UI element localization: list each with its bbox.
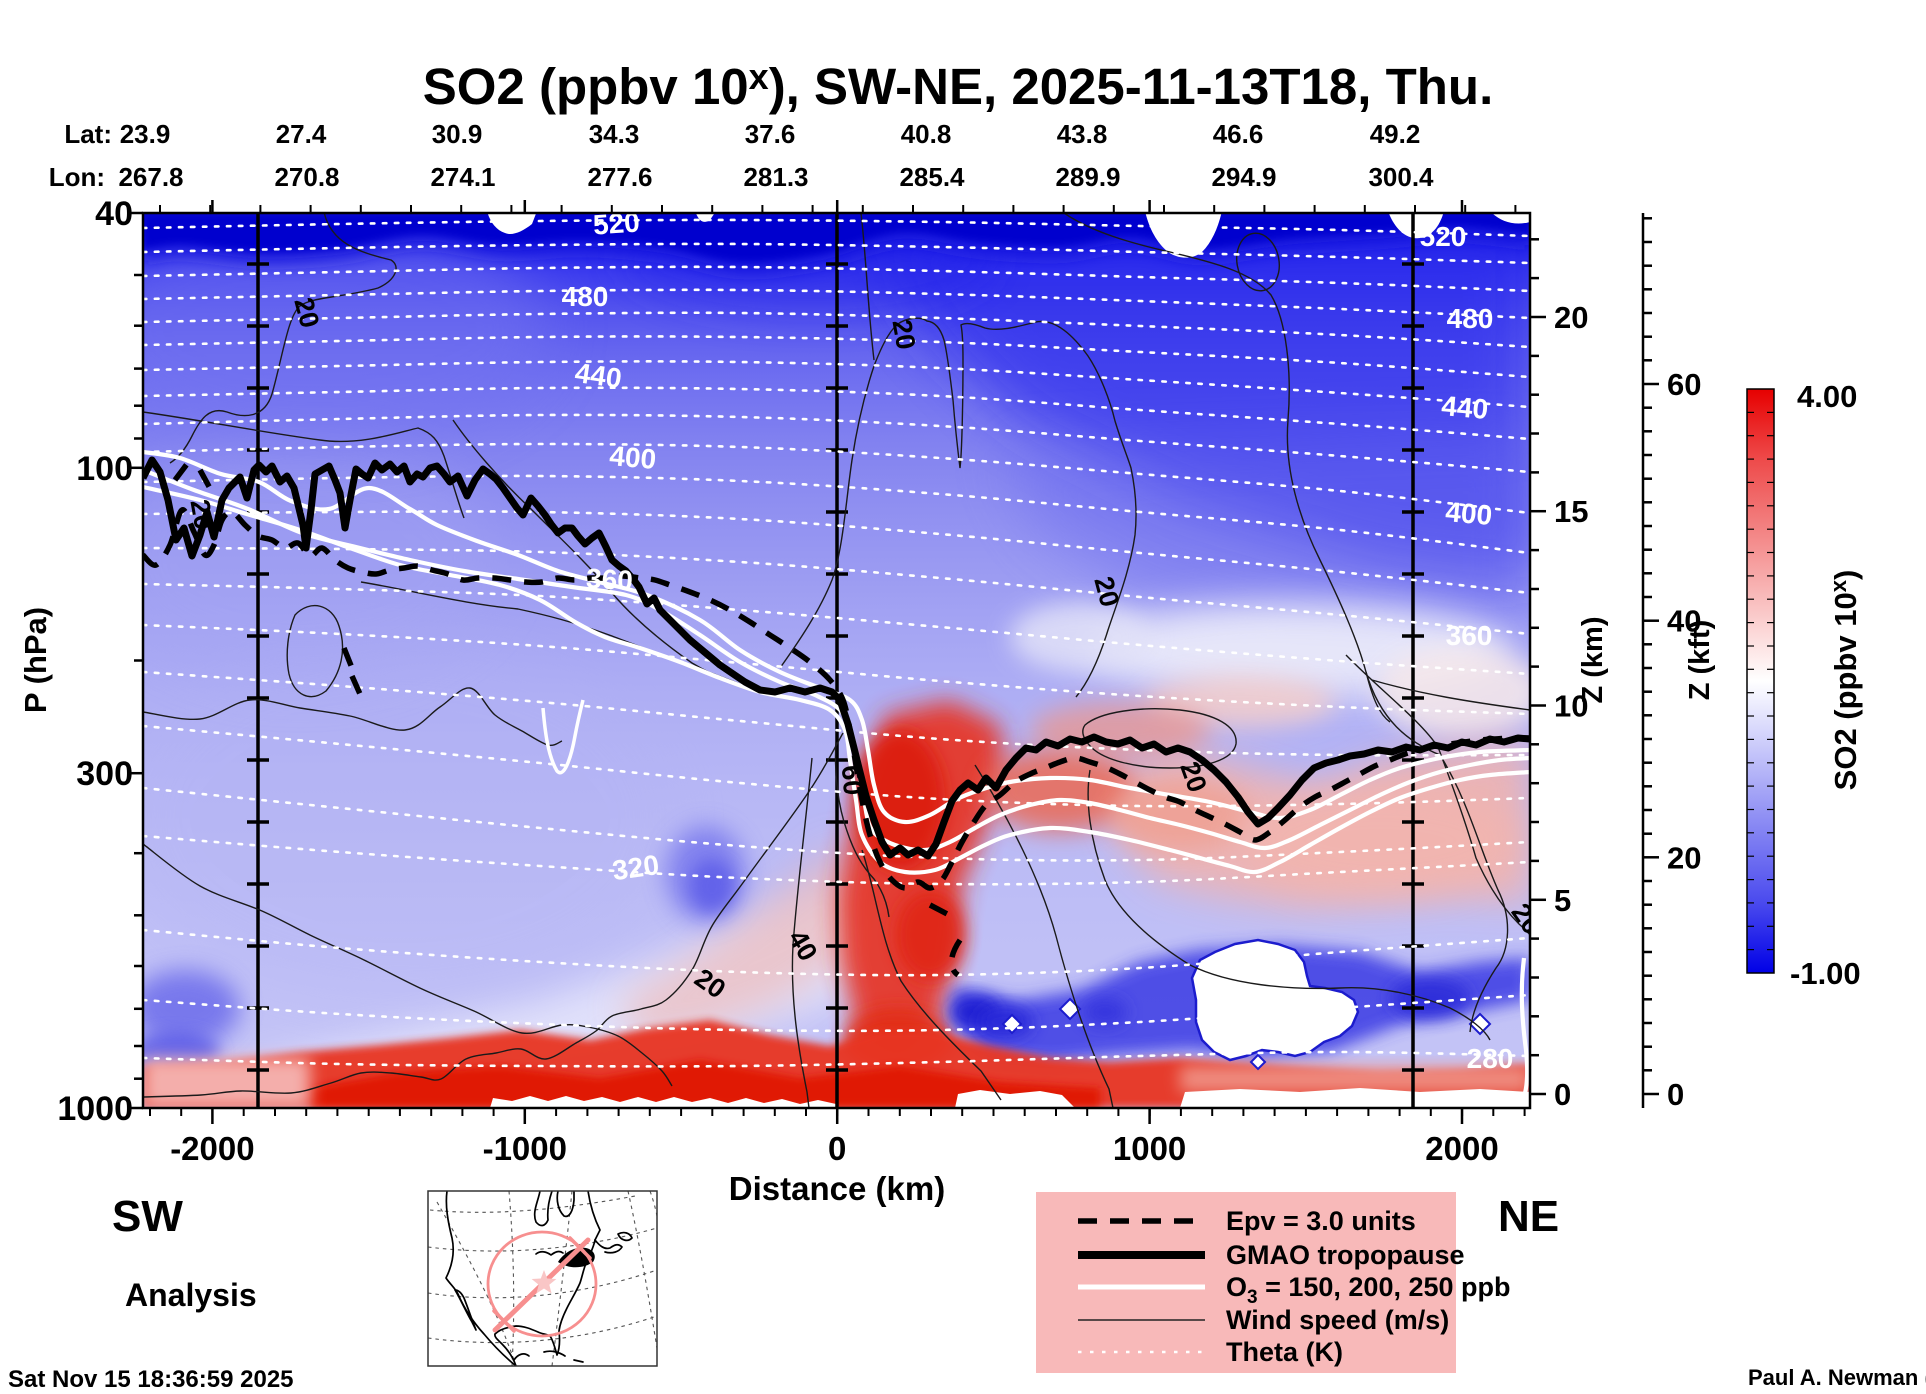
svg-text:520: 520 <box>1420 221 1467 252</box>
svg-text:0: 0 <box>1667 1077 1684 1112</box>
svg-text:1000: 1000 <box>57 1090 133 1128</box>
svg-text:Lon:: Lon: <box>49 162 105 192</box>
svg-text:37.6: 37.6 <box>745 119 796 149</box>
svg-text:43.8: 43.8 <box>1057 119 1108 149</box>
svg-text:SW: SW <box>112 1192 183 1241</box>
svg-text:40: 40 <box>95 195 133 233</box>
svg-text:40.8: 40.8 <box>901 119 952 149</box>
svg-text:Lat:: Lat: <box>64 119 112 149</box>
svg-text:294.9: 294.9 <box>1211 162 1276 192</box>
svg-text:Sat Nov 15 18:36:59 2025: Sat Nov 15 18:36:59 2025 <box>8 1366 294 1393</box>
svg-text:270.8: 270.8 <box>274 162 339 192</box>
svg-text:300: 300 <box>76 755 133 793</box>
svg-text:289.9: 289.9 <box>1055 162 1120 192</box>
svg-text:440: 440 <box>573 357 624 394</box>
svg-text:Paul A. Newman (NASA: Paul A. Newman (NASA <box>1748 1365 1926 1390</box>
svg-text:Z (km): Z (km) <box>1577 617 1609 704</box>
svg-text:Epv = 3.0 units: Epv = 3.0 units <box>1226 1206 1416 1236</box>
svg-text:20: 20 <box>1667 840 1701 875</box>
svg-text:480: 480 <box>562 281 609 312</box>
svg-text:4.00: 4.00 <box>1797 379 1857 414</box>
svg-text:520: 520 <box>592 206 641 240</box>
svg-text:46.6: 46.6 <box>1213 119 1264 149</box>
svg-text:300.4: 300.4 <box>1368 162 1434 192</box>
svg-text:40: 40 <box>1667 604 1701 639</box>
svg-text:27.4: 27.4 <box>276 119 327 149</box>
svg-text:400: 400 <box>608 440 657 475</box>
svg-text:23.9: 23.9 <box>120 119 171 149</box>
svg-text:SO2 (ppbv 10x), SW-NE, 2025-11: SO2 (ppbv 10x), SW-NE, 2025-11-13T18, Th… <box>423 56 1494 115</box>
svg-text:20: 20 <box>184 497 219 532</box>
svg-text:60: 60 <box>1667 367 1701 402</box>
svg-text:Z (kft): Z (kft) <box>1684 620 1716 701</box>
svg-text:440: 440 <box>1440 390 1489 425</box>
svg-text:360: 360 <box>1446 620 1493 651</box>
svg-text:60: 60 <box>836 764 869 797</box>
svg-text:Distance (km): Distance (km) <box>729 1170 945 1207</box>
svg-text:Wind speed (m/s): Wind speed (m/s) <box>1226 1305 1449 1335</box>
svg-text:-1.00: -1.00 <box>1790 956 1861 991</box>
svg-text:280: 280 <box>1467 1043 1514 1074</box>
svg-text:SO2 (ppbv 10x): SO2 (ppbv 10x) <box>1826 570 1863 791</box>
svg-text:20: 20 <box>886 317 921 352</box>
svg-text:Theta (K): Theta (K) <box>1226 1337 1343 1367</box>
svg-text:5: 5 <box>1554 883 1571 918</box>
svg-text:360: 360 <box>585 563 633 596</box>
svg-text:274.1: 274.1 <box>430 162 495 192</box>
svg-text:320: 320 <box>610 849 661 886</box>
svg-text:285.4: 285.4 <box>899 162 965 192</box>
svg-text:0: 0 <box>1554 1077 1571 1112</box>
svg-text:NE: NE <box>1498 1192 1559 1241</box>
svg-text:281.3: 281.3 <box>743 162 808 192</box>
svg-text:15: 15 <box>1554 494 1588 529</box>
svg-text:Analysis: Analysis <box>125 1277 257 1313</box>
svg-text:10: 10 <box>1554 689 1588 724</box>
svg-text:-2000: -2000 <box>170 1130 254 1167</box>
svg-text:480: 480 <box>1447 303 1494 334</box>
svg-text:30.9: 30.9 <box>432 119 483 149</box>
svg-text:400: 400 <box>1444 496 1493 531</box>
svg-text:GMAO tropopause: GMAO tropopause <box>1226 1240 1465 1270</box>
svg-text:267.8: 267.8 <box>118 162 183 192</box>
svg-text:49.2: 49.2 <box>1370 119 1421 149</box>
svg-text:20: 20 <box>1554 300 1588 335</box>
svg-text:277.6: 277.6 <box>587 162 652 192</box>
svg-text:1000: 1000 <box>1113 1130 1186 1167</box>
svg-text:-1000: -1000 <box>483 1130 567 1167</box>
svg-text:100: 100 <box>76 450 133 488</box>
svg-text:0: 0 <box>828 1130 846 1167</box>
svg-text:2000: 2000 <box>1425 1130 1498 1167</box>
svg-text:34.3: 34.3 <box>589 119 640 149</box>
svg-text:P (hPa): P (hPa) <box>18 607 53 713</box>
